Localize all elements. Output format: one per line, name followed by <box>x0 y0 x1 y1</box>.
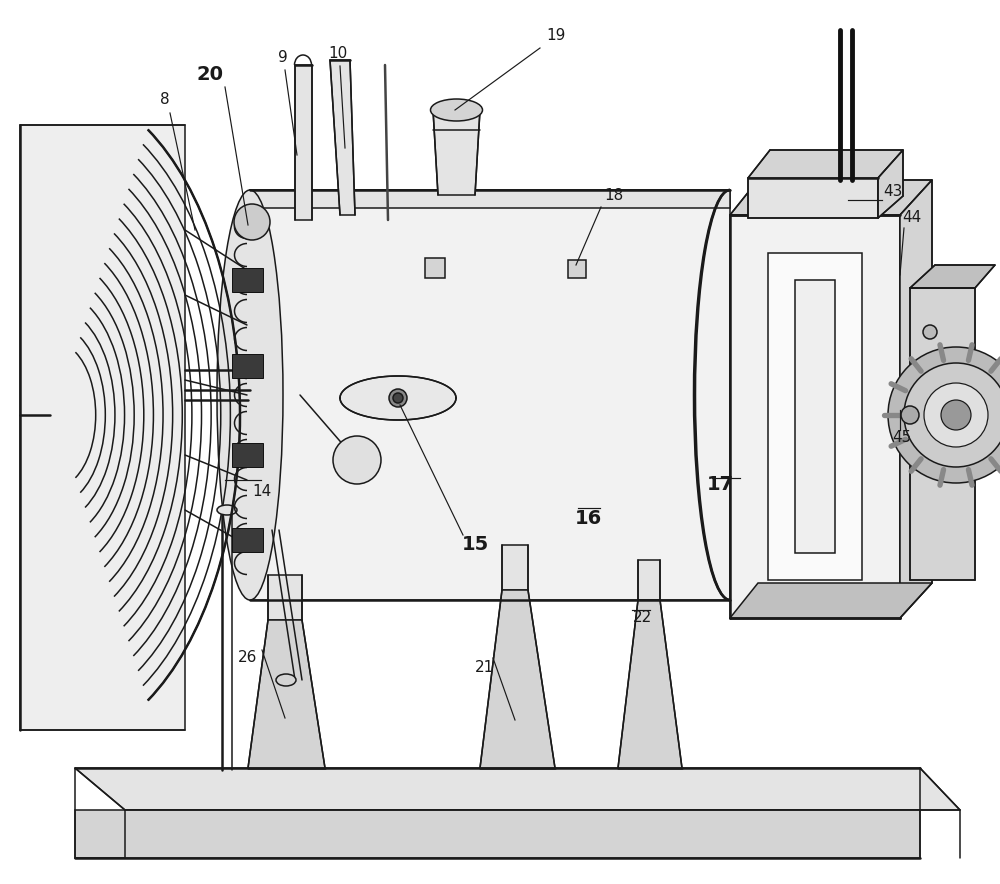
Bar <box>568 260 586 278</box>
Polygon shape <box>232 443 263 467</box>
Polygon shape <box>618 600 682 768</box>
Text: 14: 14 <box>252 484 272 499</box>
Polygon shape <box>748 150 903 178</box>
Circle shape <box>923 325 937 339</box>
Polygon shape <box>232 268 263 292</box>
Polygon shape <box>250 190 730 600</box>
Circle shape <box>389 389 407 407</box>
Text: 15: 15 <box>461 536 489 554</box>
Polygon shape <box>730 180 932 215</box>
Polygon shape <box>730 215 900 618</box>
Text: 20: 20 <box>196 65 224 85</box>
Ellipse shape <box>430 99 482 121</box>
Circle shape <box>901 406 919 424</box>
Polygon shape <box>20 125 185 730</box>
Polygon shape <box>340 376 456 420</box>
Text: 19: 19 <box>546 27 566 42</box>
Polygon shape <box>900 180 932 618</box>
Polygon shape <box>480 590 555 768</box>
Polygon shape <box>248 620 325 768</box>
Polygon shape <box>910 288 975 580</box>
Polygon shape <box>748 178 878 218</box>
Text: 18: 18 <box>604 188 624 203</box>
Text: 44: 44 <box>902 210 922 225</box>
Polygon shape <box>75 810 920 858</box>
Circle shape <box>234 204 270 240</box>
Polygon shape <box>330 60 355 215</box>
Text: 10: 10 <box>328 45 348 60</box>
Polygon shape <box>910 265 995 288</box>
Polygon shape <box>250 190 730 208</box>
Polygon shape <box>295 65 312 220</box>
Bar <box>768 253 862 580</box>
Text: 16: 16 <box>574 508 602 528</box>
Polygon shape <box>268 575 302 620</box>
Text: 45: 45 <box>892 431 912 446</box>
Ellipse shape <box>217 190 283 600</box>
Bar <box>425 258 445 278</box>
Polygon shape <box>75 768 960 810</box>
Ellipse shape <box>276 674 296 686</box>
Polygon shape <box>730 583 932 618</box>
Polygon shape <box>638 560 660 600</box>
Circle shape <box>393 393 403 403</box>
Polygon shape <box>878 150 903 218</box>
Polygon shape <box>433 110 480 195</box>
Circle shape <box>333 436 381 484</box>
Polygon shape <box>502 545 528 590</box>
Text: 22: 22 <box>632 611 652 626</box>
Text: 17: 17 <box>706 476 734 494</box>
Circle shape <box>904 363 1000 467</box>
Text: 43: 43 <box>883 185 903 200</box>
Text: 9: 9 <box>278 50 288 65</box>
Polygon shape <box>232 528 263 552</box>
Circle shape <box>888 347 1000 483</box>
Text: 26: 26 <box>238 651 258 666</box>
Circle shape <box>941 400 971 430</box>
Text: 21: 21 <box>474 660 494 675</box>
Text: 8: 8 <box>160 93 170 108</box>
Circle shape <box>924 383 988 447</box>
Ellipse shape <box>217 505 237 515</box>
Polygon shape <box>232 354 263 378</box>
Bar <box>795 279 835 553</box>
